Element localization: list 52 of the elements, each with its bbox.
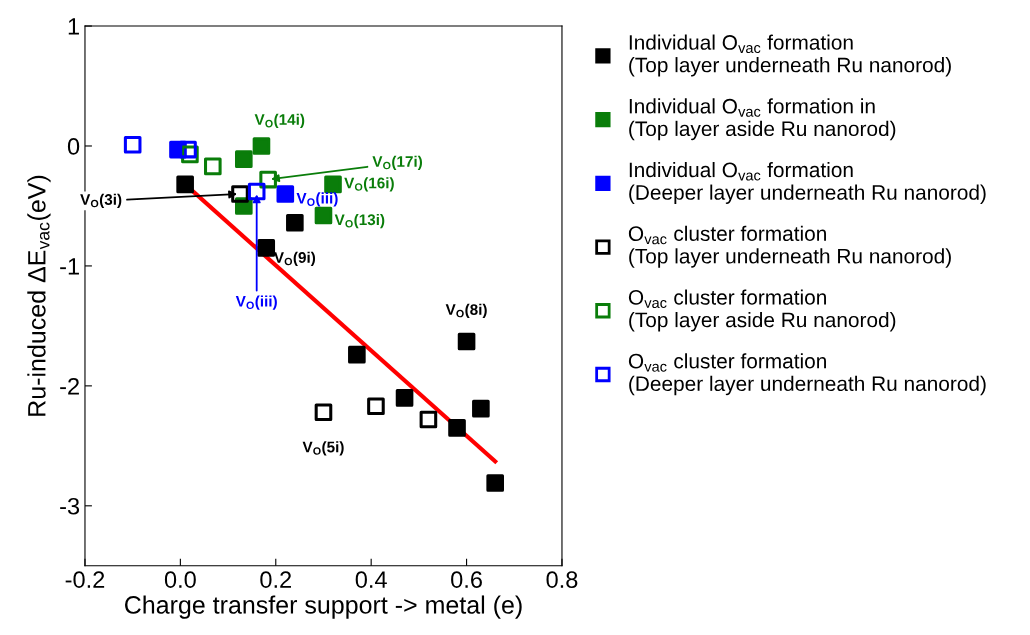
point <box>176 175 194 194</box>
point <box>348 345 366 364</box>
x-tick-label: 0.0 <box>164 571 196 588</box>
annotation: V$_{O}$(3i) <box>80 193 122 208</box>
legend-label: O$_{vac}$ cluster formation (Top layer aside Ru nanorod) <box>628 289 896 332</box>
annotation: V$_{O}$(14i) <box>254 113 305 129</box>
annotation: V$_{O}$(13i) <box>334 213 385 229</box>
point <box>314 206 333 225</box>
legend-label: O$_{vac}$ cluster formation (Deeper layer underneath Ru nanorod) <box>628 353 986 396</box>
legend-label: Individual O$_{vac}$ formation (Deeper layer underneath Ru nanorod) <box>629 161 986 204</box>
point <box>486 474 504 492</box>
y-tick-label: 0 <box>67 138 80 155</box>
point <box>247 182 266 201</box>
point <box>257 239 276 257</box>
annotation: V$_{O}$(iii) <box>296 192 338 207</box>
point <box>395 389 414 407</box>
annotation: V$_{O}$(5i) <box>302 441 344 456</box>
point <box>324 175 342 194</box>
x-tick-label: 0.6 <box>451 571 482 588</box>
y-tick-label: -3 <box>60 497 80 515</box>
annotation: V$_{O}$(9i) <box>273 251 316 266</box>
point <box>179 140 197 159</box>
x-tick-label: 0.4 <box>355 571 387 588</box>
point <box>448 419 466 437</box>
point <box>367 397 385 416</box>
x-axis-title: Charge transfer support -> metal (e) <box>125 595 522 619</box>
annotation: V$_{O}$(8i) <box>445 303 487 318</box>
y-tick-label: 1 <box>68 18 79 35</box>
legend-label: O$_{vac}$ cluster formation (Top layer underneath Ru nanorod) <box>628 225 951 268</box>
y-tick-label: -1 <box>60 258 79 275</box>
point <box>314 403 333 422</box>
annotation: V$_{O}$(17i) <box>372 155 423 170</box>
x-tick-label: 0.2 <box>260 571 291 588</box>
legend-label: Individual O$_{vac}$ formation (Top layer underneath Ru nanorod) <box>629 34 951 77</box>
annotation: V$_{O}$(16i) <box>344 177 394 192</box>
annotation: V$_{O}$(iii) <box>235 295 277 310</box>
point <box>231 185 249 203</box>
point <box>235 150 253 168</box>
x-tick-label: -0.2 <box>65 571 105 588</box>
point <box>457 332 476 351</box>
point <box>259 170 277 189</box>
y-tick-label: -2 <box>60 377 79 395</box>
point <box>286 213 304 232</box>
point <box>204 157 222 176</box>
point <box>419 410 438 429</box>
legend-label: Individual O$_{vac}$ formation in (Top layer aside Ru nanorod) <box>629 98 896 141</box>
y-axis-title: Ru-induced ΔE$_{vac}$(eV) <box>27 175 51 416</box>
point <box>276 185 295 203</box>
point <box>252 137 271 155</box>
x-tick-label: 0.8 <box>546 571 578 588</box>
point <box>472 399 490 418</box>
point <box>123 135 142 154</box>
